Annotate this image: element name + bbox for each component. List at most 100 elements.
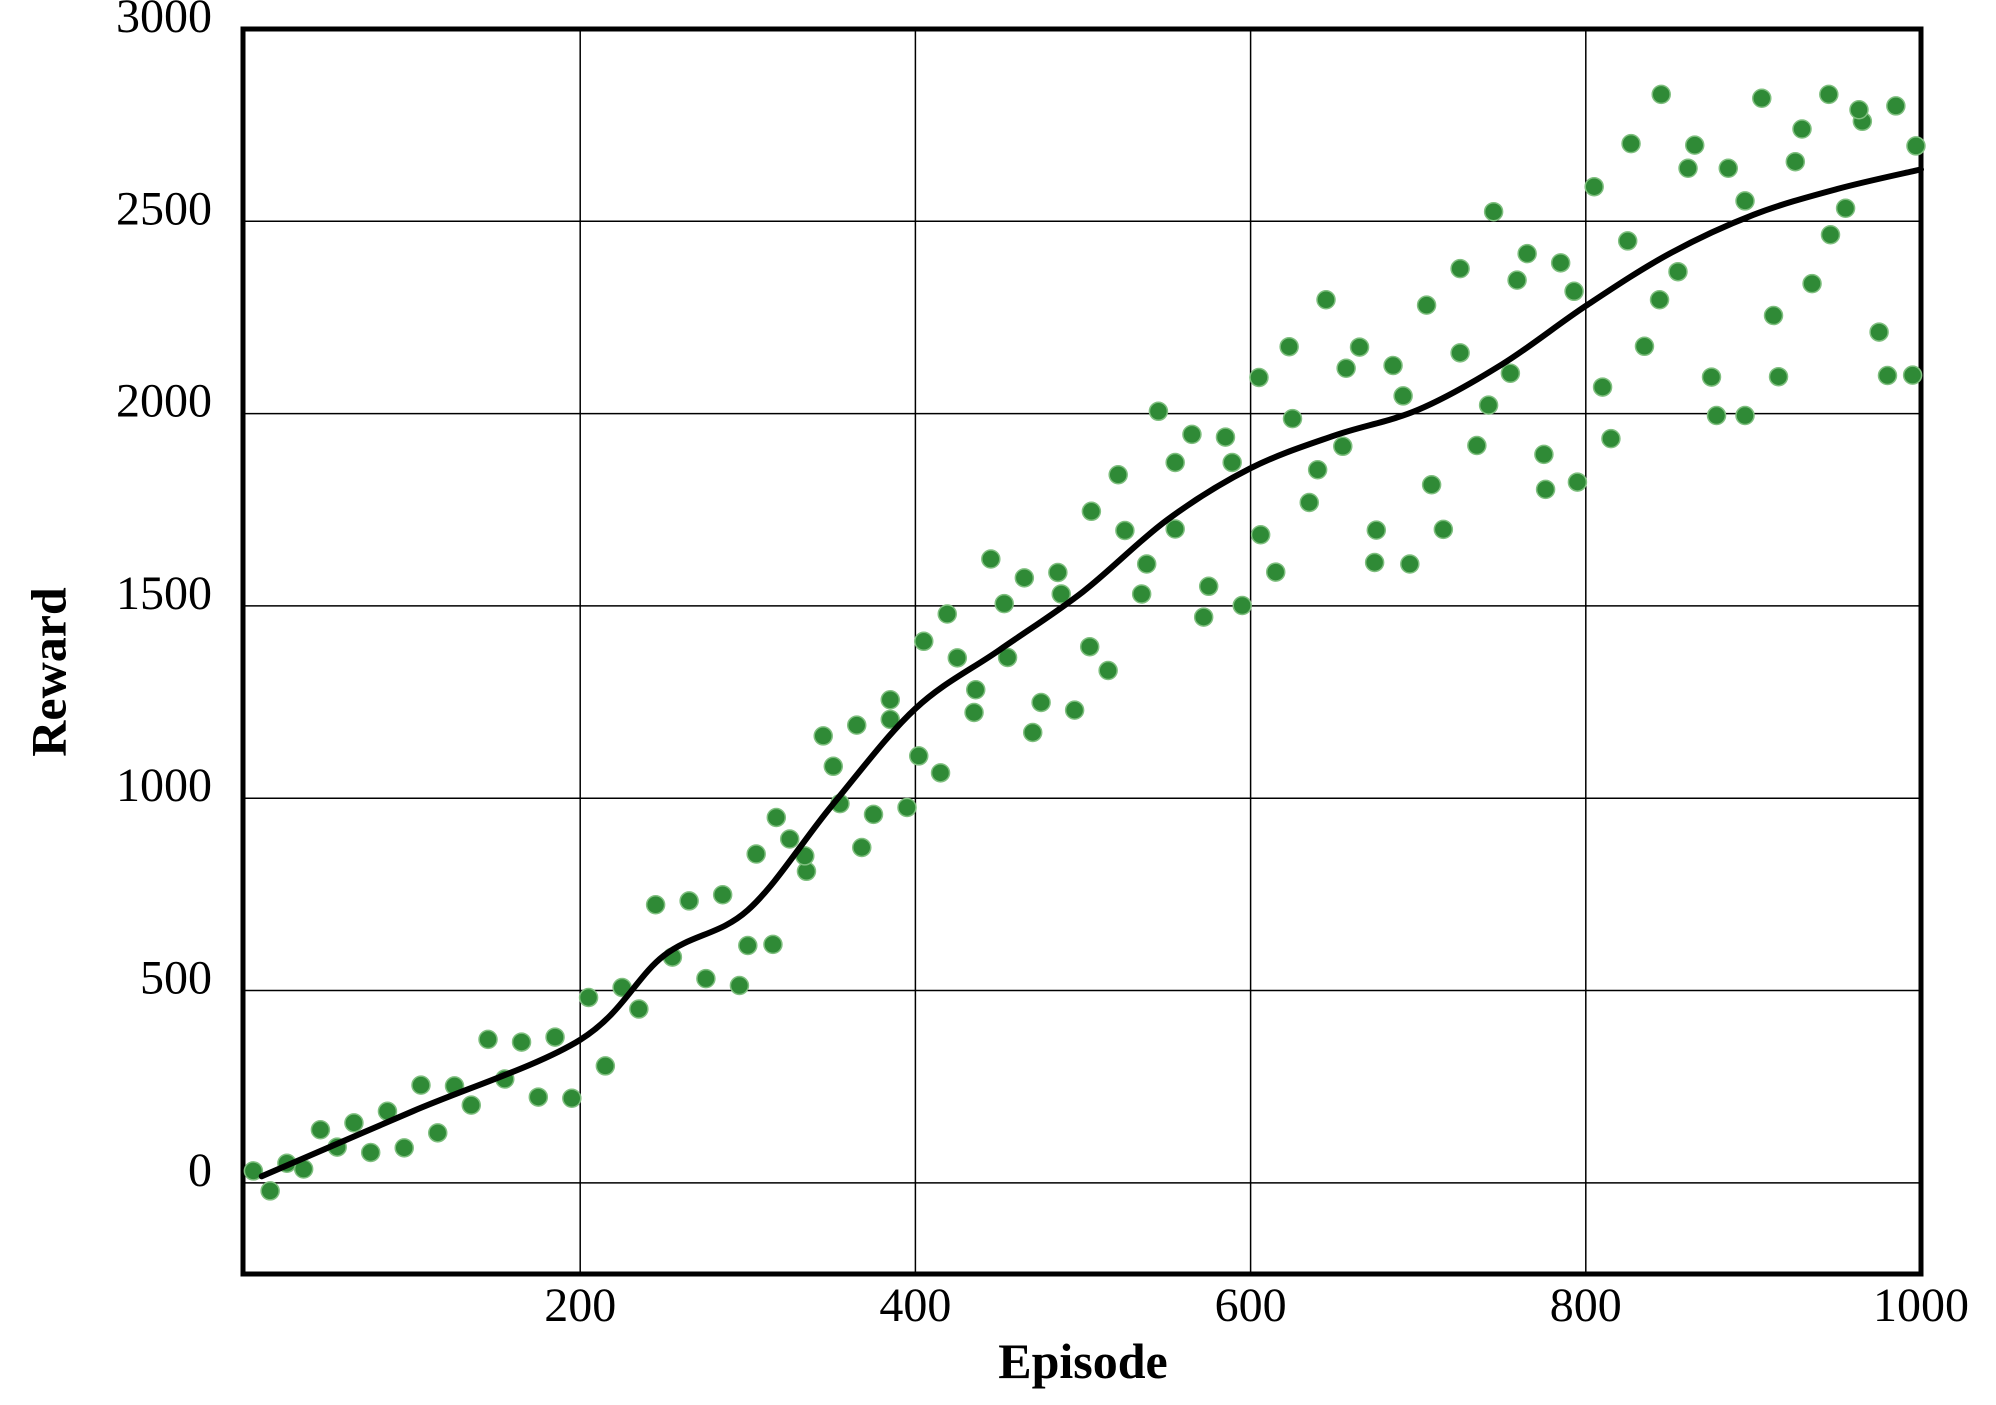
- scatter-point: [997, 647, 1018, 668]
- scatter-point: [1768, 366, 1789, 387]
- scatter-point: [1651, 84, 1671, 105]
- scatter-point: [1433, 519, 1454, 540]
- scatter-point: [545, 1027, 565, 1047]
- y-tick-label: 1500: [116, 567, 212, 620]
- scatter-point: [394, 1138, 414, 1158]
- scatter-point: [1906, 136, 1926, 156]
- scatter-point: [1601, 428, 1621, 449]
- scatter-point: [1198, 576, 1219, 597]
- scatter-point: [1400, 554, 1420, 574]
- scatter-point: [1649, 290, 1670, 310]
- y-tick-label: 2000: [116, 375, 212, 428]
- scatter-point: [1249, 367, 1269, 388]
- scatter-point: [1877, 365, 1898, 386]
- scatter-point: [1684, 135, 1705, 155]
- scatter-point: [461, 1095, 482, 1115]
- scatter-point: [1820, 225, 1841, 245]
- scatter-point: [1792, 119, 1812, 139]
- scatter-point: [909, 746, 929, 766]
- scatter-point: [1718, 158, 1739, 178]
- scatter-point: [411, 1075, 431, 1095]
- scatter-point: [1265, 562, 1286, 582]
- scatter-point: [1081, 501, 1102, 522]
- scatter-point: [260, 1181, 280, 1201]
- x-tick-label: 400: [879, 1279, 951, 1332]
- scatter-point: [1336, 358, 1356, 378]
- scatter-point: [1886, 96, 1906, 116]
- scatter-point: [1022, 722, 1043, 743]
- scatter-point: [427, 1123, 448, 1143]
- scatter-point: [1567, 472, 1588, 492]
- scatter-point: [1507, 270, 1527, 290]
- scatter-point: [696, 968, 716, 989]
- scatter-point: [1316, 290, 1336, 310]
- scatter-point: [1550, 253, 1571, 273]
- scatter-point: [1148, 401, 1169, 422]
- scatter-point: [823, 756, 844, 777]
- scatter-point: [1584, 176, 1604, 197]
- scatter-point: [478, 1029, 498, 1050]
- y-tick-label: 2500: [116, 182, 212, 235]
- scatter-point: [964, 702, 984, 723]
- scatter-point: [863, 804, 884, 825]
- scatter-point: [763, 934, 783, 955]
- scatter-point: [1835, 198, 1856, 218]
- scatter-point: [712, 885, 733, 905]
- scatter-point: [1500, 363, 1521, 383]
- scatter-point: [1333, 436, 1353, 457]
- scatter-point: [937, 604, 957, 624]
- scatter-point: [360, 1142, 381, 1163]
- scatter-point: [1706, 405, 1727, 426]
- scatter-point: [813, 726, 833, 746]
- scatter-point: [1416, 295, 1437, 315]
- scatter-point: [1098, 660, 1118, 681]
- scatter-point: [880, 709, 901, 730]
- y-tick-label: 0: [188, 1144, 212, 1197]
- scatter-point: [1763, 305, 1784, 326]
- scatter-point: [852, 837, 872, 858]
- x-tick-label: 1000: [1873, 1279, 1969, 1332]
- y-tick-label: 500: [140, 952, 212, 1005]
- scatter-point: [846, 715, 867, 735]
- y-axis-title: Reward: [20, 587, 76, 757]
- scatter-point: [947, 648, 968, 668]
- y-tick-label: 1000: [116, 759, 212, 812]
- scatter-point: [1307, 460, 1328, 480]
- scatter-point: [1478, 395, 1499, 415]
- scatter-point: [1517, 243, 1537, 264]
- scatter-point: [1108, 465, 1128, 485]
- scatter-point: [738, 935, 758, 956]
- scatter-point: [1014, 568, 1035, 588]
- scatter-point: [629, 999, 649, 1019]
- scatter-point: [1115, 520, 1135, 541]
- scatter-point: [1701, 367, 1722, 387]
- scatter-point: [1869, 322, 1889, 342]
- scatter-point: [1366, 520, 1387, 540]
- scatter-point: [746, 844, 766, 864]
- scatter-point: [1383, 355, 1403, 376]
- scatter-point: [1193, 607, 1214, 627]
- scatter-point: [344, 1113, 364, 1133]
- scatter-point: [1678, 158, 1698, 178]
- scatter-point: [1668, 261, 1688, 282]
- scatter-point: [1393, 386, 1413, 406]
- scatter-point: [1785, 151, 1806, 172]
- scatter-point: [766, 807, 787, 828]
- scatter-point: [1735, 405, 1755, 426]
- scatter-point: [930, 763, 951, 783]
- scatter-point: [1136, 554, 1157, 574]
- scatter-point: [528, 1087, 549, 1107]
- scatter-point: [1819, 84, 1839, 105]
- scatter-point: [914, 631, 934, 652]
- scatter-point: [511, 1032, 532, 1052]
- scatter-point: [1299, 492, 1320, 513]
- scatter-point: [1182, 424, 1202, 445]
- trend-line: [258, 166, 1924, 1180]
- scatter-point: [1450, 343, 1470, 363]
- scatter-point: [965, 680, 986, 700]
- scatter-point: [1564, 281, 1584, 302]
- y-tick-label: 3000: [116, 0, 212, 43]
- scatter-point: [1165, 519, 1185, 539]
- scatter-point: [1535, 479, 1556, 500]
- scatter-point: [1902, 365, 1923, 385]
